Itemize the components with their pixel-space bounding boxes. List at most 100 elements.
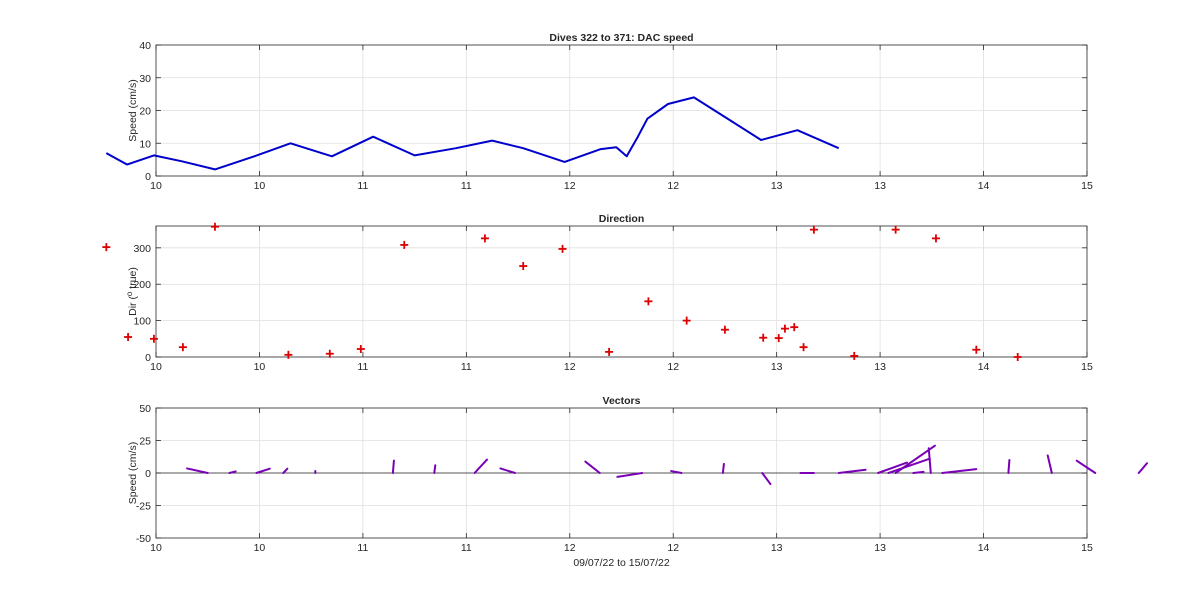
current-vector (837, 468, 867, 474)
x-tick-label: 12 (667, 542, 679, 554)
direction-marker (931, 234, 940, 243)
y-tick-label: 100 (133, 316, 151, 328)
current-vector (1075, 459, 1097, 474)
direction-marker (558, 244, 567, 253)
x-tick-label: 13 (874, 542, 886, 554)
direction-marker (605, 347, 614, 356)
y-tick-label: 0 (145, 468, 151, 480)
y-tick-label: 0 (145, 171, 151, 183)
x-tick-label: 15 (1081, 361, 1093, 373)
current-vector (282, 467, 289, 474)
x-tick-label: 10 (254, 361, 266, 373)
x-tick-label: 13 (771, 180, 783, 192)
x-tick-label: 13 (874, 361, 886, 373)
current-vector (616, 472, 644, 478)
axes-box (155, 225, 1088, 358)
current-vector (433, 464, 437, 474)
direction-marker (759, 333, 768, 342)
x-tick-label: 11 (357, 361, 368, 373)
direction-marker (850, 351, 859, 360)
direction-marker (178, 343, 187, 352)
x-tick-label: 10 (150, 180, 162, 192)
current-vector (228, 470, 237, 474)
x-axis-label: 09/07/22 to 15/07/22 (573, 557, 669, 569)
direction-marker (210, 222, 219, 231)
chart-title: Vectors (603, 395, 641, 407)
direction-marker (774, 334, 783, 343)
current-vector (877, 461, 909, 474)
y-axis-label: Speed (cm/s) (127, 442, 139, 504)
direction-marker (891, 225, 900, 234)
x-tick-label: 12 (667, 361, 679, 373)
direction-marker (325, 349, 334, 358)
x-tick-label: 14 (978, 361, 990, 373)
current-vector (927, 447, 932, 474)
direction-marker (356, 344, 365, 353)
x-tick-label: 12 (667, 180, 679, 192)
direction-marker (400, 240, 409, 249)
current-vector (1007, 459, 1011, 474)
y-axis-label-sup: o (125, 291, 134, 296)
direction-marker (102, 243, 111, 252)
direction-marker (519, 262, 528, 271)
y-tick-label: 0 (145, 352, 151, 364)
x-tick-label: 11 (461, 180, 472, 192)
current-vector (1046, 454, 1053, 474)
direction-marker (790, 323, 799, 332)
x-tick-label: 10 (254, 542, 266, 554)
x-tick-label: 11 (357, 180, 368, 192)
chart-title: Direction (599, 213, 645, 225)
x-tick-label: 10 (254, 180, 266, 192)
x-tick-label: 14 (978, 180, 990, 192)
direction-marker (972, 345, 981, 354)
direction-marker (284, 350, 293, 359)
x-tick-label: 11 (461, 542, 472, 554)
y-tick-label: 200 (133, 279, 151, 291)
x-tick-label: 10 (150, 361, 162, 373)
current-vector (887, 457, 931, 474)
y-tick-label: 40 (139, 40, 151, 52)
x-tick-label: 12 (564, 361, 576, 373)
y-tick-label: -50 (136, 533, 151, 545)
speed-series-line (105, 96, 840, 171)
current-vector (499, 467, 516, 474)
x-tick-label: 14 (978, 542, 990, 554)
y-axis-label: Speed (cm/s) (127, 79, 139, 141)
direction-marker (682, 316, 691, 325)
x-tick-label: 13 (771, 542, 783, 554)
current-vector (761, 472, 772, 486)
x-tick-label: 12 (564, 180, 576, 192)
x-tick-label: 12 (564, 542, 576, 554)
current-vector (255, 467, 271, 474)
y-axis-label-main: Dir ( (127, 296, 139, 316)
current-vector (473, 458, 489, 474)
chart-title: Dives 322 to 371: DAC speed (549, 32, 693, 44)
y-tick-label: 300 (133, 243, 151, 255)
current-vector (941, 468, 978, 474)
current-vector (721, 462, 725, 474)
direction-marker (644, 297, 653, 306)
x-tick-label: 13 (874, 180, 886, 192)
x-tick-label: 15 (1081, 542, 1093, 554)
x-tick-label: 15 (1081, 180, 1093, 192)
y-axis-label: Dir (o true) (125, 267, 139, 316)
current-vector (584, 460, 601, 474)
direction-marker (780, 324, 789, 333)
direction-marker (1013, 353, 1022, 361)
current-vector (912, 470, 925, 474)
y-tick-label: 10 (139, 138, 151, 150)
direction-marker (124, 332, 133, 341)
y-tick-label: -25 (136, 501, 151, 513)
x-tick-label: 13 (771, 361, 783, 373)
y-axis-label-tail: true) (127, 267, 139, 292)
x-tick-label: 11 (357, 542, 368, 554)
current-vector (670, 470, 683, 474)
x-tick-label: 11 (461, 361, 472, 373)
speed-panel: Dives 322 to 371: DAC speed 10 10 11 11 12 12 1… (105, 32, 1093, 192)
current-vector (1137, 462, 1148, 474)
x-tick-label: 10 (150, 542, 162, 554)
y-tick-label: 25 (139, 436, 151, 448)
y-tick-label: 30 (139, 73, 151, 85)
y-tick-label: 20 (139, 106, 151, 118)
